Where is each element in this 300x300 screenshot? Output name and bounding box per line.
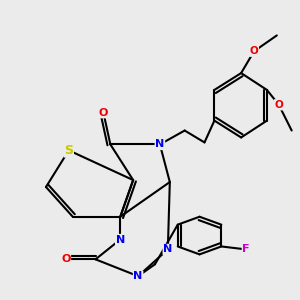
Text: F: F xyxy=(242,244,250,254)
Text: N: N xyxy=(134,271,143,281)
Text: O: O xyxy=(61,254,70,264)
Text: O: O xyxy=(250,46,258,56)
Text: N: N xyxy=(116,235,125,244)
Text: O: O xyxy=(99,108,108,118)
Text: S: S xyxy=(64,144,73,157)
Text: N: N xyxy=(163,244,172,254)
Text: O: O xyxy=(274,100,283,110)
Text: N: N xyxy=(155,140,164,149)
